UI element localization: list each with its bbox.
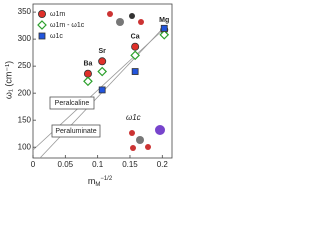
annotation-box — [51, 124, 101, 138]
legend-marker — [38, 32, 46, 40]
legend-marker — [38, 9, 47, 18]
legend-label: ω1c — [50, 33, 63, 40]
x-tick-label: 0.2 — [157, 160, 169, 169]
point — [159, 29, 170, 40]
annotation: ω1c — [126, 113, 141, 122]
legend-label: ω1m — [50, 11, 65, 18]
plot-frame — [32, 3, 173, 159]
point-label: Ba — [83, 61, 92, 68]
x-tick-label: 0.1 — [92, 160, 104, 169]
molecule-icon — [107, 11, 144, 26]
x-tick-label: 0.15 — [122, 160, 138, 169]
point-label: Ca — [131, 34, 140, 41]
point — [98, 57, 107, 66]
y-tick-label: 200 — [18, 88, 32, 97]
x-label-base: m — [88, 176, 96, 186]
y-tick-label: 250 — [18, 61, 32, 70]
y-tick-label: 100 — [18, 142, 32, 151]
x-label-sup: −1/2 — [100, 176, 113, 182]
point — [160, 24, 168, 32]
point-label: Sr — [98, 48, 106, 55]
point — [97, 66, 108, 77]
x-axis-label: mM−1/2 — [88, 176, 113, 188]
legend-label: ω1m - ω1c — [50, 22, 85, 29]
y-tick-label: 300 — [18, 34, 32, 43]
point — [83, 69, 92, 78]
point-label: Mg — [159, 17, 169, 24]
y-tick-label: 150 — [18, 115, 32, 124]
y-tick-label: 350 — [18, 7, 32, 16]
point — [98, 86, 106, 94]
annotation: Peraluminate — [55, 128, 96, 135]
y-axis-label: ω₁ (cm⁻¹) — [3, 61, 13, 99]
annotation: Peralcaline — [55, 100, 90, 107]
x-label-sub: M — [95, 182, 100, 188]
x-tick-label: 0.05 — [58, 160, 74, 169]
legend-marker — [37, 20, 47, 30]
annotation-box — [49, 96, 95, 110]
point — [130, 50, 140, 61]
point — [131, 68, 139, 75]
point — [131, 42, 140, 51]
point — [83, 76, 93, 87]
x-tick-label: 0 — [31, 160, 36, 169]
chart: ω₁ (cm⁻¹) mM−1/2 100 150 200 250 300 350 0 0.05… — [3, 3, 173, 188]
molecule-icon — [129, 125, 165, 151]
